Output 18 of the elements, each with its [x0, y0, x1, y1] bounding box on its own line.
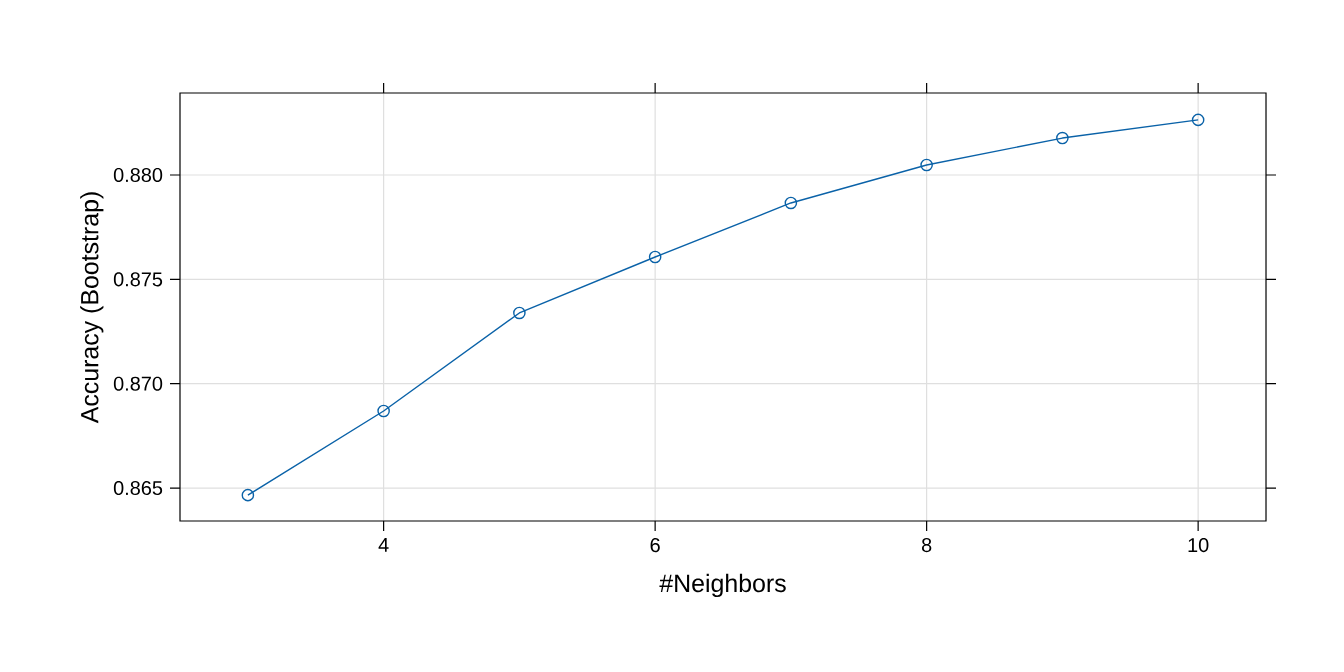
x-tick-label: 8	[921, 538, 932, 553]
x-tick-label: 4	[378, 538, 389, 552]
point	[648, 250, 662, 264]
x-tick-label: 6	[650, 538, 660, 553]
point	[241, 488, 255, 502]
point	[1056, 131, 1069, 145]
point	[1191, 113, 1205, 127]
y-tick-label: 0.865	[113, 480, 163, 496]
x-tick-label: 10	[1188, 538, 1209, 553]
point	[513, 306, 526, 320]
y-tick-label: 0.880	[113, 167, 163, 183]
point	[784, 196, 798, 210]
point	[377, 404, 390, 418]
point	[920, 158, 933, 172]
y-axis-title: Accuracy (Bootstrap)	[80, 192, 104, 424]
y-tick-label: 0.875	[113, 272, 163, 287]
x-axis-title: #Neighbors	[659, 573, 786, 598]
y-tick-label: 0.870	[113, 376, 163, 391]
